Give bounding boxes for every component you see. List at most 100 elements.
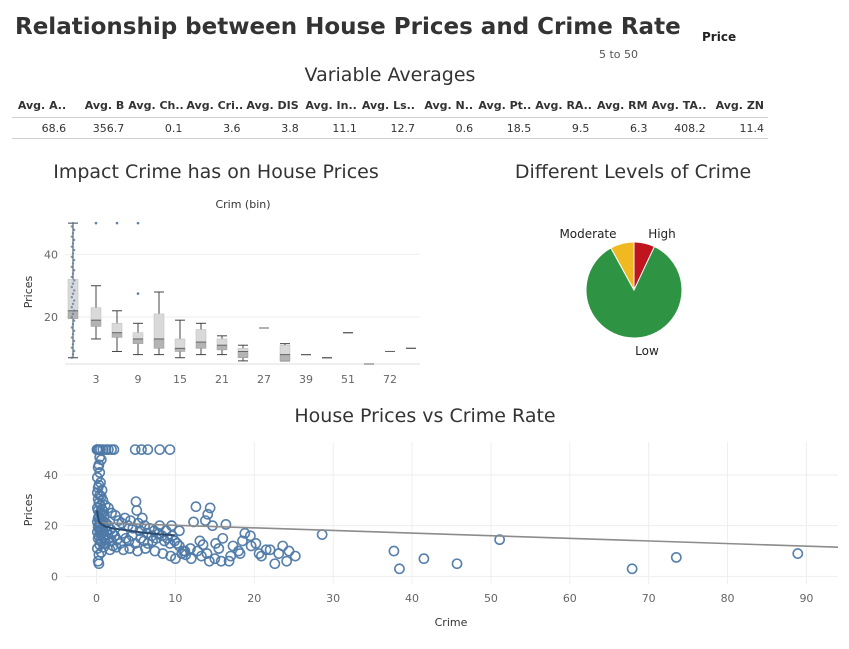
value-b: 356.7 xyxy=(70,117,129,139)
dashboard-title: Relationship between House Prices and Cr… xyxy=(15,14,681,40)
price-filter-range[interactable]: 5 to 50 xyxy=(599,48,639,61)
scatter-point xyxy=(131,505,143,516)
averages-header-row: Avg. A.. Avg. B Avg. Ch.. Avg. Cri.. Avg… xyxy=(12,97,768,118)
scatter-point xyxy=(225,550,237,562)
scatter-x-axis-title: Crime xyxy=(435,616,468,629)
header-age[interactable]: Avg. A.. xyxy=(17,99,67,112)
scatter-point xyxy=(171,538,183,549)
box-bin-21 xyxy=(216,335,228,356)
header-ptratio[interactable]: Avg. Pt.. xyxy=(478,99,532,112)
scatter-point xyxy=(217,532,229,544)
scatter-point xyxy=(113,515,125,527)
box-upper-hinge xyxy=(195,329,207,343)
pie-chart[interactable]: High Low Moderate xyxy=(520,200,760,375)
header-nox[interactable]: Avg. N.. xyxy=(424,99,474,112)
box-data-point xyxy=(71,353,75,356)
box-data-point xyxy=(70,225,74,228)
scatter-point xyxy=(244,530,256,542)
pie-chart-title: Different Levels of Crime xyxy=(514,161,752,183)
box-data-point xyxy=(71,322,75,326)
header-rm[interactable]: Avg. RM xyxy=(596,99,648,112)
scatter-x-tick-label: 0 xyxy=(93,592,100,605)
box-data-point xyxy=(73,349,76,353)
scatter-point xyxy=(95,477,106,488)
scatter-point xyxy=(289,550,301,562)
box-bin-15 xyxy=(174,319,186,359)
pie-slice-low xyxy=(585,245,683,339)
value-tax: 408.2 xyxy=(651,117,710,139)
scatter-point xyxy=(239,527,251,539)
scatter-point xyxy=(98,541,110,553)
box-data-point xyxy=(71,332,75,336)
box-bin-6 xyxy=(111,310,123,352)
pie-label-high: High xyxy=(648,227,676,241)
scatter-point xyxy=(201,548,213,559)
scatter-y-axis-title: Prices xyxy=(22,493,35,526)
scatter-point xyxy=(209,553,221,565)
box-data-point xyxy=(70,336,74,339)
scatter-point xyxy=(94,467,106,478)
scatter-point xyxy=(227,540,239,552)
scatter-x-tick-label: 80 xyxy=(721,592,735,605)
box-data-point xyxy=(70,346,74,349)
header-rad[interactable]: Avg. RA.. xyxy=(535,99,592,112)
header-tax[interactable]: Avg. TA.. xyxy=(651,99,707,112)
box-lower-hinge xyxy=(195,341,207,349)
box-data-point xyxy=(73,299,76,302)
scatter-point xyxy=(117,544,129,556)
scatter-chart-title: House Prices vs Crime Rate xyxy=(294,405,556,427)
box-bin-12 xyxy=(153,291,165,356)
box-data-point xyxy=(70,255,74,258)
scatter-point xyxy=(93,497,105,509)
scatter-point xyxy=(215,555,227,567)
value-dis: 3.8 xyxy=(244,117,303,139)
scatter-chart[interactable]: 0 10 20 30 40 50 60 70 80 90 0 20 40 Crime Prices xyxy=(0,430,849,645)
averages-title: Variable Averages xyxy=(304,64,476,86)
box-data-point xyxy=(71,262,75,265)
box-outlier-point xyxy=(115,221,119,225)
box-data-point xyxy=(70,326,74,329)
scatter-point xyxy=(142,444,154,456)
box-data-point xyxy=(71,292,75,295)
box-lower-hinge xyxy=(216,344,228,351)
header-indus[interactable]: Avg. In.. xyxy=(305,99,357,112)
scatter-point xyxy=(140,543,151,554)
averages-value-row: 68.6 356.7 0.1 3.6 3.8 11.1 12.7 0.6 18.… xyxy=(12,117,768,139)
scatter-point xyxy=(256,550,267,562)
scatter-point xyxy=(220,519,232,530)
box-data-point xyxy=(73,289,76,292)
box-x-tick-label: 3 xyxy=(93,373,100,386)
header-b[interactable]: Avg. B xyxy=(84,99,125,112)
header-zn[interactable]: Avg. ZN xyxy=(715,99,764,112)
box-data-point xyxy=(73,339,76,343)
box-y-axis-title: Prices xyxy=(22,275,35,308)
box-data-point xyxy=(71,252,75,255)
box-data-point xyxy=(71,282,75,285)
box-x-tick-label: 15 xyxy=(173,373,187,386)
scatter-point xyxy=(316,529,328,540)
box-upper-hinge xyxy=(90,307,102,321)
header-dis[interactable]: Avg. DIS xyxy=(246,99,299,112)
box-data-point xyxy=(73,279,76,282)
box-upper-hinge xyxy=(279,344,291,355)
scatter-point xyxy=(190,501,202,513)
box-data-point xyxy=(70,306,74,309)
scatter-point xyxy=(233,545,244,557)
scatter-point xyxy=(245,540,257,552)
pie-label-low: Low xyxy=(635,344,659,358)
value-zn: 11.4 xyxy=(709,117,768,139)
scatter-x-tick-label: 40 xyxy=(405,592,419,605)
header-lstat[interactable]: Avg. Ls.. xyxy=(361,99,415,112)
scatter-point xyxy=(626,563,638,575)
header-chas[interactable]: Avg. Ch.. xyxy=(128,99,184,112)
pie-slice-moderate xyxy=(610,241,635,291)
scatter-point xyxy=(130,496,142,507)
scatter-x-tick-label: 30 xyxy=(326,592,340,605)
box-lower-hinge xyxy=(237,351,249,358)
box-outlier-point xyxy=(136,221,140,225)
header-crim[interactable]: Avg. Cri.. xyxy=(186,99,244,112)
box-lower-hinge xyxy=(132,338,144,344)
scatter-point xyxy=(418,553,430,565)
scatter-x-tick-label: 70 xyxy=(642,592,656,605)
